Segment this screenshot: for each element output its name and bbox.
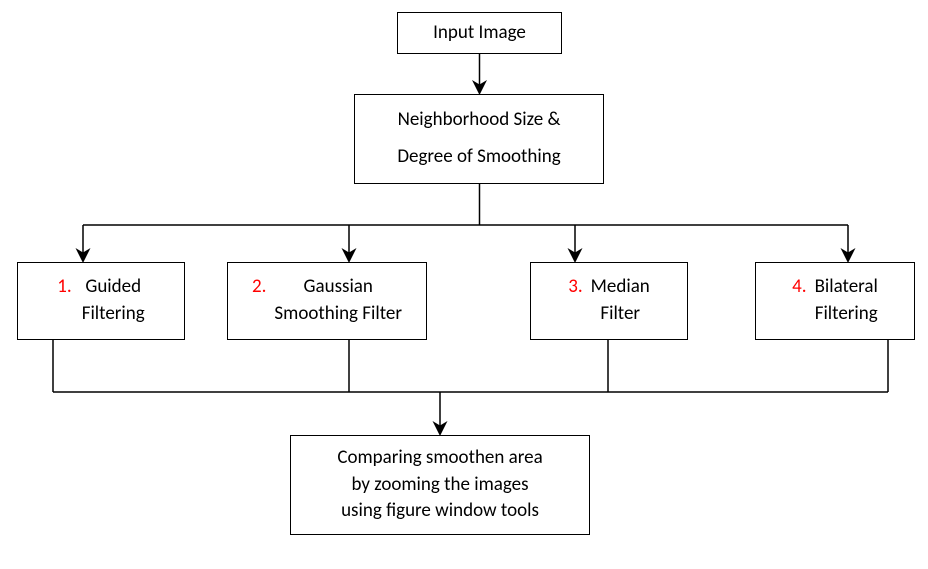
node-filter-2-line2: Smoothing Filter (274, 301, 402, 328)
node-filter-4-line1: Bilateral (815, 274, 878, 301)
node-filter-2-line1: Gaussian (274, 274, 402, 301)
node-compare-line1: Comparing smoothen area (337, 445, 542, 472)
node-filter-3-line1: Median (591, 274, 650, 301)
node-neighborhood-line2: Degree of Smoothing (397, 144, 560, 171)
node-filter-1: 1. Guided Filtering (17, 262, 185, 340)
node-input-text: Input Image (433, 20, 526, 47)
node-filter-3-line2: Filter (591, 301, 650, 328)
node-filter-2: 2. Gaussian Smoothing Filter (227, 262, 427, 340)
node-filter-1-number: 1. (57, 274, 71, 301)
node-filter-1-line1: Guided (82, 274, 145, 301)
node-filter-1-line2: Filtering (82, 301, 145, 328)
node-filter-2-number: 2. (252, 274, 266, 301)
node-filter-4: 4. Bilateral Filtering (755, 262, 915, 340)
node-filter-4-number: 4. (792, 274, 806, 301)
node-compare-line2: by zooming the images (351, 472, 528, 499)
node-neighborhood-line1: Neighborhood Size & (398, 107, 561, 134)
node-filter-4-line2: Filtering (815, 301, 878, 328)
node-compare: Comparing smoothen area by zooming the i… (290, 435, 590, 535)
node-input: Input Image (397, 12, 562, 54)
node-filter-3-number: 3. (568, 274, 582, 301)
node-filter-3: 3. Median Filter (530, 262, 688, 340)
node-neighborhood: Neighborhood Size & Degree of Smoothing (354, 94, 604, 184)
node-compare-line3: using figure window tools (341, 498, 539, 525)
